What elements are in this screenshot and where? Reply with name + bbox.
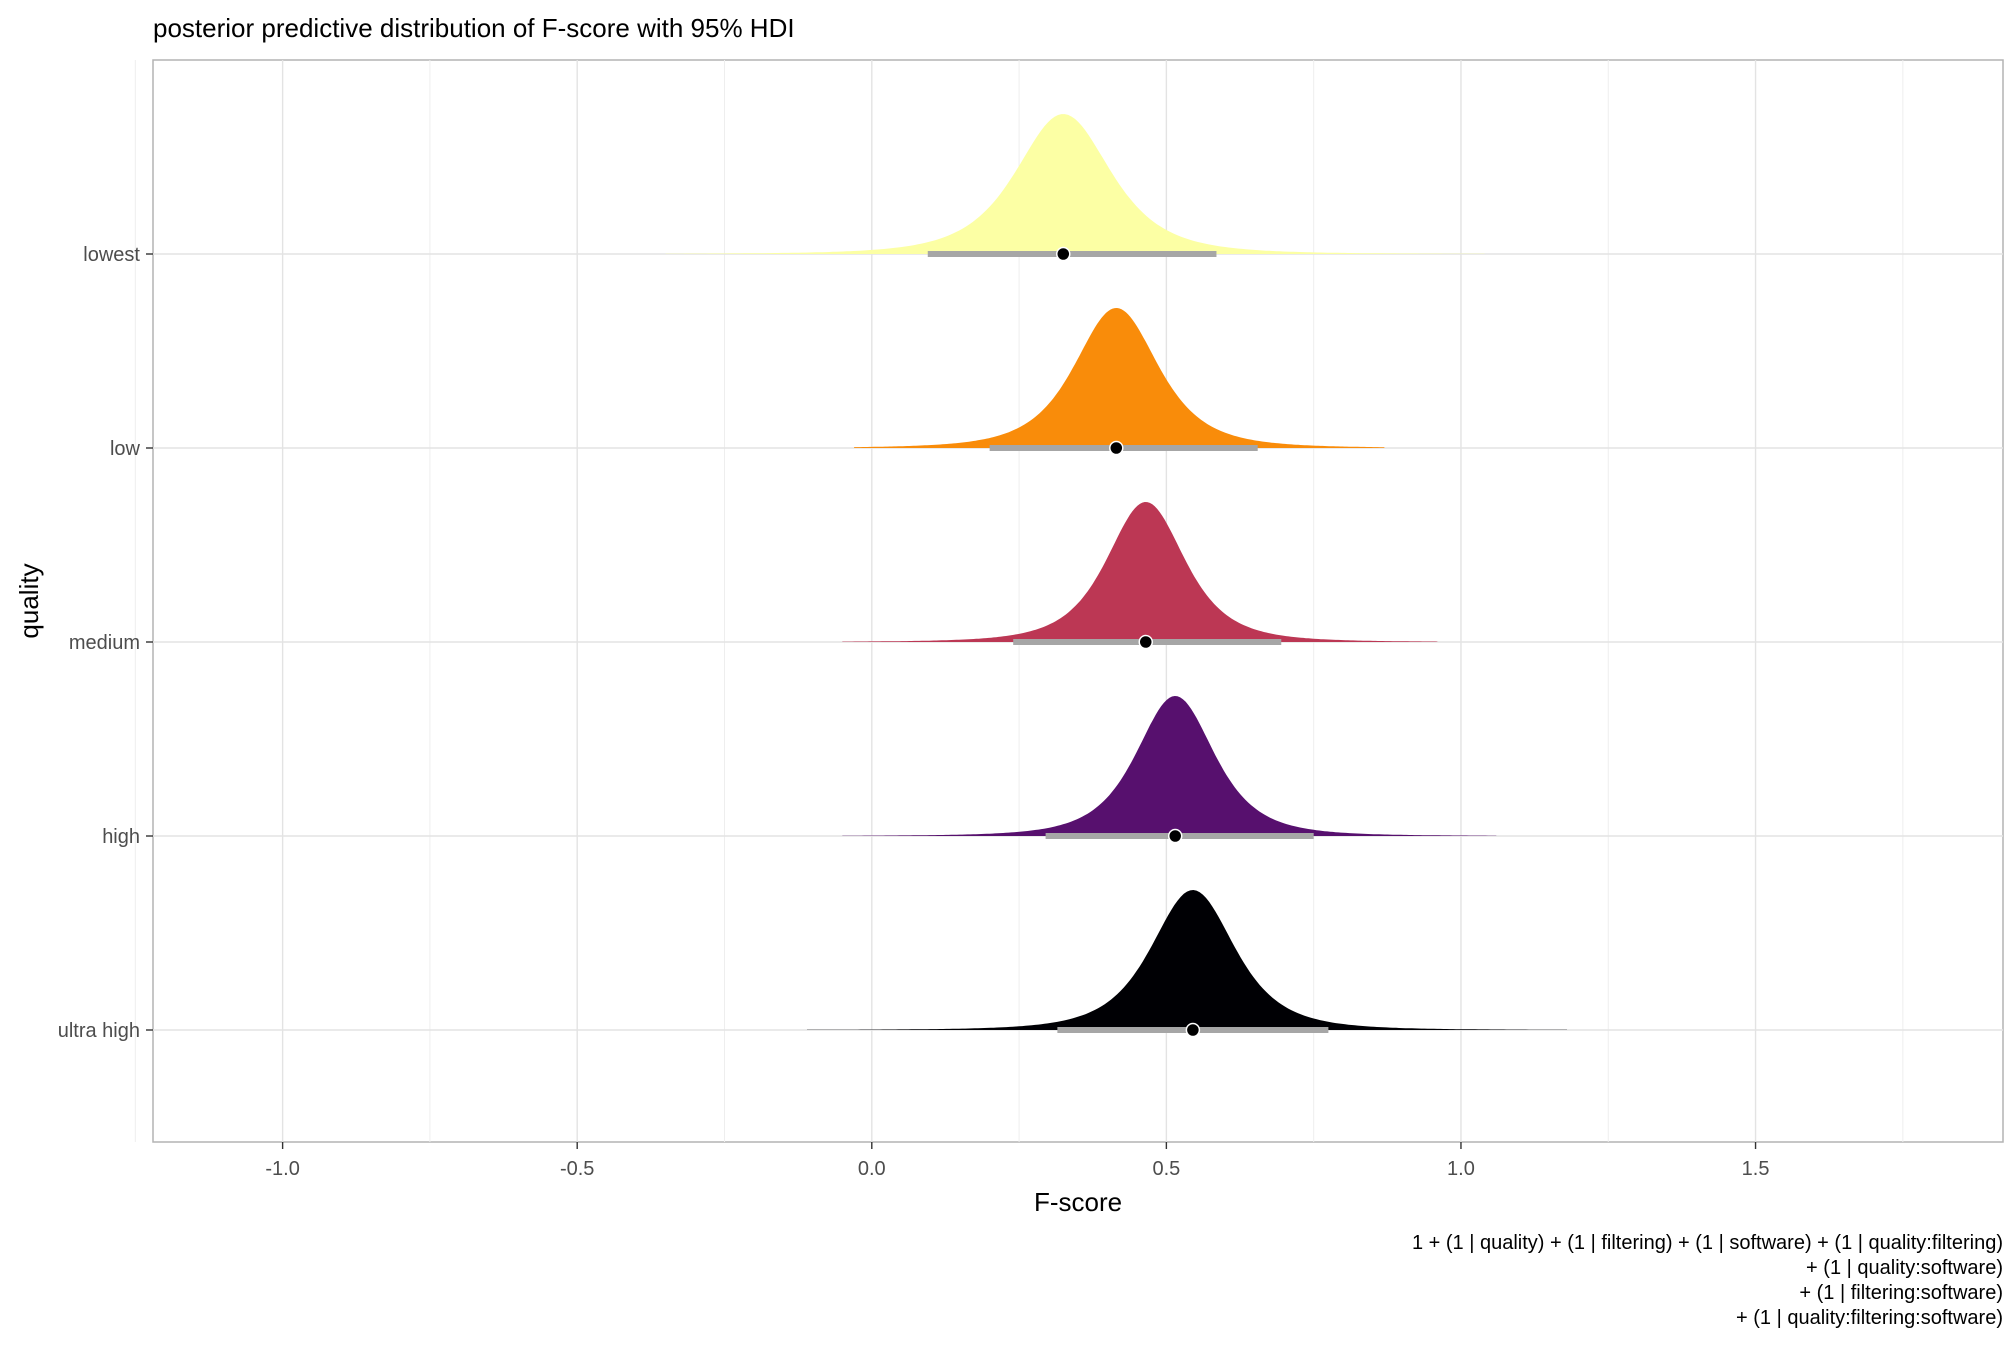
density-ridges [665,114,1568,1038]
caption-line: + (1 | quality:software) [1806,1257,2003,1279]
ridge-lowest [665,114,1485,262]
x-tick-label: 0.0 [858,1158,886,1180]
x-tick-label: 0.5 [1152,1158,1180,1180]
y-tick-label: low [110,438,141,460]
caption-line: + (1 | filtering:software) [1799,1282,2003,1304]
ridge-medium [842,502,1438,650]
chart-title: posterior predictive distribution of F-s… [153,13,795,43]
y-tick-label: ultra high [58,1020,140,1042]
x-axis-title: F-score [1034,1187,1122,1217]
ridge-high [842,696,1497,844]
caption-line: 1 + (1 | quality) + (1 | filtering) + (1… [1412,1232,2003,1254]
density-area [806,890,1568,1030]
ridge-low [854,308,1385,456]
x-tick-label: -0.5 [560,1158,594,1180]
y-tick-label: medium [69,632,140,654]
density-area [842,502,1438,642]
y-tick-label: lowest [83,244,140,266]
density-area [665,114,1485,254]
x-tick-label: 1.5 [1742,1158,1770,1180]
ridge-ultra-high [806,890,1568,1038]
point-estimate [1056,246,1071,262]
axes: lowest low medium high ultra high -1.0 -0.5 0.0… [58,244,1770,1180]
caption-line: + (1 | quality:filtering:software) [1736,1307,2003,1329]
x-tick-label: -1.0 [265,1158,299,1180]
y-axis-title: quality [14,563,44,638]
y-tick-label: high [102,826,140,848]
x-tick-label: 1.0 [1447,1158,1475,1180]
density-area [854,308,1385,448]
point-estimate [1185,1022,1201,1038]
density-area [842,696,1497,836]
point-estimate [1167,828,1183,844]
point-estimate [1109,440,1124,456]
model-formula-caption: 1 + (1 | quality) + (1 | filtering) + (1… [1412,1232,2003,1329]
point-estimate [1138,634,1154,650]
